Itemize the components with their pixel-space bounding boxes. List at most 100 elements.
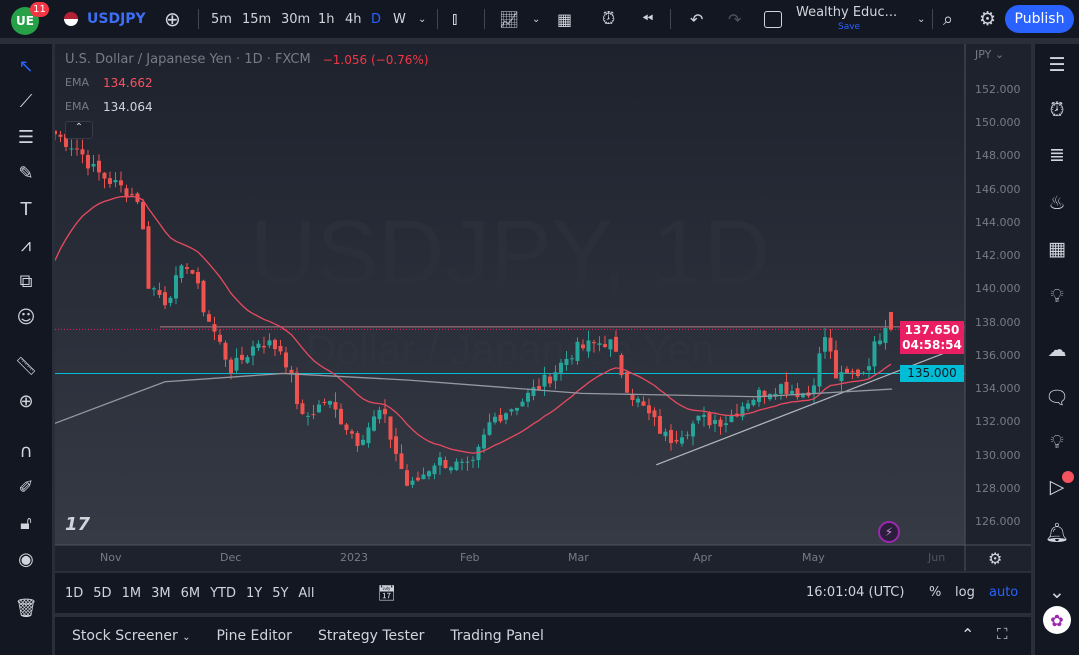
ideas-stream-icon[interactable]: 💡︎	[1050, 431, 1064, 453]
prediction-icon[interactable]: ⧉	[19, 270, 33, 292]
range-3m[interactable]: 3M	[151, 585, 171, 601]
layout-chevron-icon[interactable]: ⌄	[917, 13, 926, 25]
price-tick: 128.000	[975, 481, 1021, 495]
ruler-icon[interactable]: 📏︎	[14, 355, 38, 377]
candle-body	[256, 343, 261, 348]
tradingview-logo[interactable]: 17	[65, 514, 91, 535]
lock-drawing-icon[interactable]: ✐	[18, 476, 34, 498]
interval-1h[interactable]: 1h	[318, 11, 335, 27]
range-all[interactable]: All	[298, 585, 315, 601]
range-5y[interactable]: 5Y	[272, 585, 289, 601]
interval-d[interactable]: D	[371, 11, 382, 27]
alert-add-icon[interactable]: ⏰︎	[602, 9, 616, 29]
brain-assistant-icon[interactable]: ✿	[1043, 606, 1071, 634]
candles-chart-type-icon[interactable]: ⫾	[452, 9, 458, 29]
range-1y[interactable]: 1Y	[245, 585, 263, 601]
last-price-value: 137.650	[904, 323, 960, 337]
time-tick: Jun	[928, 551, 946, 564]
help-icon[interactable]: ⌄	[1049, 581, 1065, 603]
price-tick: 138.000	[975, 315, 1021, 329]
symbol-search-button[interactable]: USDJPY	[87, 11, 146, 27]
currency-selector[interactable]: JPY ⌄	[975, 48, 1005, 61]
currency-label: JPY	[975, 48, 992, 61]
auto-scale-toggle[interactable]: auto	[989, 585, 1019, 600]
trash-icon[interactable]: 🗑︎	[14, 597, 38, 619]
candle-body	[630, 394, 635, 400]
alerts-clock-icon[interactable]: ⏰︎	[1049, 99, 1065, 121]
range-ytd[interactable]: YTD	[210, 585, 236, 601]
candle-body	[591, 342, 596, 344]
data-window-icon[interactable]: ≣	[1049, 144, 1065, 166]
layout-name[interactable]: Wealthy Educ...	[796, 5, 898, 20]
notifications-bell-icon[interactable]: 🔔︎	[1044, 521, 1070, 544]
zoom-in-icon[interactable]: ⊕	[18, 390, 34, 412]
ema1-label[interactable]: EMA	[65, 76, 89, 89]
maximize-panel-icon[interactable]: ⛶	[997, 625, 1008, 643]
lightning-events-icon[interactable]: ⚡︎	[878, 521, 900, 543]
calendar-icon[interactable]: ▦	[1048, 238, 1066, 260]
tab-pine-editor[interactable]: Pine Editor	[216, 628, 292, 644]
trendline-icon[interactable]: ⟋	[19, 90, 33, 112]
indicators-chevron-icon[interactable]: ⌄	[532, 13, 541, 25]
save-button[interactable]: Save	[838, 22, 861, 32]
settings-gear-icon[interactable]: ⚙︎	[979, 8, 997, 30]
brush-icon[interactable]: ✎	[18, 162, 34, 184]
fib-retracement-icon[interactable]: ☰	[17, 126, 35, 148]
candle-body	[487, 422, 492, 435]
range-5d[interactable]: 5D	[93, 585, 112, 601]
expand-panel-chevron-icon[interactable]: ⌃	[961, 625, 975, 644]
range-1m[interactable]: 1M	[121, 585, 142, 601]
candle-body	[685, 434, 690, 436]
axis-settings-icon[interactable]: ⚙︎	[988, 549, 1003, 568]
price-chart[interactable]: USDJPY, 1D Dollar / Japanese Yen	[55, 44, 1031, 571]
text-icon[interactable]: T	[20, 198, 32, 220]
candle-body	[426, 471, 431, 477]
candle-body	[586, 340, 591, 352]
fullscreen-square-icon[interactable]	[764, 0, 782, 38]
streams-play-icon[interactable]: ▷	[1049, 476, 1065, 498]
tab-trading-panel[interactable]: Trading Panel	[450, 628, 544, 644]
undo-icon[interactable]: ↶	[690, 9, 704, 29]
legend-change: −1.056 (−0.76%)	[322, 53, 429, 67]
interval-30m[interactable]: 30m	[281, 11, 311, 27]
interval-dropdown-chevron-icon[interactable]: ⌄	[418, 13, 427, 25]
price-tick: 132.000	[975, 415, 1021, 429]
replay-icon[interactable]: ⏪︎	[642, 11, 654, 27]
eye-icon[interactable]: ◉	[18, 548, 34, 570]
magnet-icon[interactable]: ∩	[19, 440, 33, 462]
compare-add-icon[interactable]: ⊕	[164, 7, 181, 31]
range-1d[interactable]: 1D	[65, 585, 84, 601]
goto-date-calendar-icon[interactable]: 📅︎	[377, 584, 397, 602]
range-6m[interactable]: 6M	[180, 585, 201, 601]
log-scale-toggle[interactable]: log	[955, 585, 975, 600]
candle-body	[498, 414, 503, 422]
interval-5m[interactable]: 5m	[211, 11, 232, 27]
interval-15m[interactable]: 15m	[242, 11, 272, 27]
ideas-bulb-icon[interactable]: 💡︎	[1050, 285, 1064, 307]
tab-stock-screener[interactable]: Stock Screener ⌄	[72, 628, 191, 644]
lock-icon[interactable]: 🔓︎	[20, 512, 32, 534]
emoji-icon[interactable]: ☺	[16, 306, 36, 328]
patterns-icon[interactable]: ⩘	[20, 234, 32, 256]
hotlists-fire-icon[interactable]: ♨	[1048, 192, 1066, 214]
interval-4h[interactable]: 4h	[345, 11, 362, 27]
redo-icon[interactable]: ↷	[728, 9, 742, 29]
candle-body	[327, 401, 332, 405]
bottom-panel-tabs: Stock Screener ⌄ Pine Editor Strategy Te…	[55, 617, 1031, 655]
ema2-label[interactable]: EMA	[65, 100, 89, 113]
indicators-icon[interactable]: 📈︎	[499, 9, 520, 29]
cursor-icon[interactable]: ↖	[18, 55, 34, 77]
candle-body	[338, 408, 343, 425]
layouts-grid-icon[interactable]: ▦	[557, 9, 573, 29]
chart-pane[interactable]: USDJPY, 1D Dollar / Japanese Yen U.S. Do…	[55, 44, 1031, 571]
percent-scale-toggle[interactable]: %	[929, 585, 942, 600]
chat-cloud-icon[interactable]: ☁	[1047, 339, 1067, 361]
collapse-legend-chevron-icon[interactable]: ⌃	[65, 121, 93, 139]
clock-timezone[interactable]: 16:01:04 (UTC)	[806, 585, 905, 600]
interval-w[interactable]: W	[393, 11, 406, 27]
publish-button[interactable]: Publish	[1005, 5, 1074, 33]
messages-icon[interactable]: 🗨︎	[1044, 386, 1070, 409]
search-icon[interactable]: ⌕	[943, 8, 954, 30]
watchlist-icon[interactable]: ☰	[1048, 54, 1066, 76]
tab-strategy-tester[interactable]: Strategy Tester	[317, 628, 425, 644]
